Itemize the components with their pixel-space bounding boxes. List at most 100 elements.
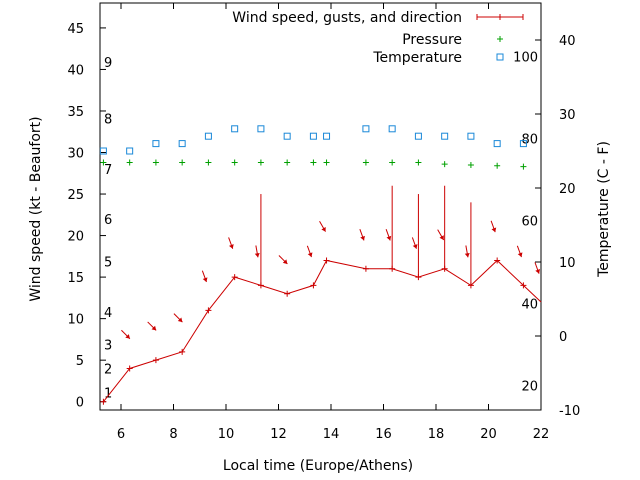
temperature-point bbox=[362, 125, 370, 133]
fahrenheit-label: 20 bbox=[521, 380, 538, 395]
pressure-point bbox=[152, 159, 159, 166]
x-tick-label: 10 bbox=[218, 427, 235, 442]
pressure-point bbox=[179, 159, 186, 166]
wind-direction-arrowhead bbox=[464, 252, 470, 258]
pressure-point bbox=[362, 159, 369, 166]
y-tick-label-right: 10 bbox=[559, 256, 576, 271]
legend-swatch-wind bbox=[476, 14, 524, 20]
wind-direction-arrowhead bbox=[282, 259, 288, 264]
wind-speed-point bbox=[362, 265, 369, 272]
y-tick-label-left: 40 bbox=[67, 63, 84, 78]
legend-label: Wind speed, gusts, and direction bbox=[232, 10, 462, 26]
pressure-point bbox=[205, 159, 212, 166]
fahrenheit-label: 40 bbox=[521, 297, 538, 312]
wind-direction-arrowhead bbox=[412, 244, 418, 249]
y-tick-label-right: 40 bbox=[559, 34, 576, 49]
wind-series bbox=[100, 185, 542, 405]
beaufort-label: 7 bbox=[104, 163, 112, 178]
y-tick-label-right: 20 bbox=[559, 182, 576, 197]
wind-direction-arrowhead bbox=[307, 252, 313, 258]
temperature-point bbox=[493, 140, 501, 148]
fahrenheit-labels: 20 40 60 80 100 bbox=[513, 50, 538, 394]
wind-direction-arrowhead bbox=[517, 252, 523, 258]
pressure-point bbox=[520, 163, 527, 170]
fahrenheit-label: 100 bbox=[513, 50, 538, 65]
pressure-point bbox=[310, 159, 317, 166]
x-tick-label: 18 bbox=[428, 427, 445, 442]
fahrenheit-label: 80 bbox=[521, 132, 538, 147]
wind-speed-point bbox=[179, 348, 186, 355]
beaufort-label: 9 bbox=[104, 56, 112, 71]
wind-speed-point bbox=[494, 257, 501, 264]
y-tick-label-left: 15 bbox=[67, 271, 84, 286]
pressure-point bbox=[415, 159, 422, 166]
y-tick-label-left: 30 bbox=[67, 147, 84, 162]
y-tick-label-left: 5 bbox=[76, 354, 84, 369]
temperature-point bbox=[231, 125, 239, 133]
temperature-point bbox=[126, 147, 134, 155]
wind-direction-arrowhead bbox=[491, 227, 497, 233]
plot-border bbox=[99, 2, 542, 411]
beaufort-label: 5 bbox=[104, 255, 112, 270]
wind-direction-arrowhead bbox=[151, 325, 157, 331]
y-tick-label-left: 10 bbox=[67, 313, 84, 328]
pressure-point bbox=[284, 159, 291, 166]
wind-speed-point bbox=[323, 257, 330, 264]
y-tick-label-left: 35 bbox=[67, 105, 84, 120]
wind-direction-arrowhead bbox=[228, 244, 234, 249]
temperature-point bbox=[257, 125, 265, 133]
y-tick-label-left: 0 bbox=[76, 396, 84, 411]
wind-direction-arrowhead bbox=[360, 235, 365, 241]
temperature-point bbox=[414, 132, 422, 140]
temperature-point bbox=[467, 132, 475, 140]
y-tick-label-right: 30 bbox=[559, 108, 576, 123]
temperature-point bbox=[388, 125, 396, 133]
x-tick-label: 20 bbox=[480, 427, 497, 442]
axes: 6 8 10 12 14 16 18 20 22051015202530354045-10010… bbox=[67, 2, 580, 442]
pressure-point bbox=[323, 159, 330, 166]
legend-swatch-temperature bbox=[496, 53, 504, 61]
temperature-point bbox=[323, 132, 331, 140]
beaufort-label: 6 bbox=[104, 213, 112, 228]
beaufort-label: 3 bbox=[104, 338, 112, 353]
y-tick-label-right: -10 bbox=[559, 404, 580, 419]
wind-speed-point bbox=[205, 307, 212, 314]
pressure-point bbox=[494, 162, 501, 169]
y-tick-label-left: 20 bbox=[67, 230, 84, 245]
wind-speed-point bbox=[152, 357, 159, 364]
wind-direction-arrowhead bbox=[439, 235, 444, 240]
wind-speed-point bbox=[231, 274, 238, 281]
temperature-point bbox=[519, 140, 527, 148]
y-tick-label-left: 25 bbox=[67, 188, 84, 203]
legend-label: Temperature bbox=[372, 50, 462, 66]
legend-label: Pressure bbox=[402, 32, 462, 48]
pressure-point bbox=[467, 161, 474, 168]
x-tick-label: 6 bbox=[117, 427, 125, 442]
wind-direction-arrowhead bbox=[386, 235, 392, 241]
x-tick-label: 16 bbox=[375, 427, 392, 442]
temperature-point bbox=[99, 147, 107, 155]
wind-speed-point bbox=[100, 398, 107, 405]
temperature-point bbox=[283, 132, 291, 140]
temperature-point bbox=[441, 132, 449, 140]
pressure-point bbox=[231, 159, 238, 166]
x-axis-label: Local time (Europe/Athens) bbox=[223, 458, 413, 474]
beaufort-label: 4 bbox=[104, 306, 112, 321]
wind-direction-arrowhead bbox=[125, 334, 130, 339]
legend: Wind speed, gusts, and direction Pressure… bbox=[232, 10, 524, 66]
temperature-point bbox=[178, 140, 186, 148]
x-tick-label: 12 bbox=[270, 427, 287, 442]
beaufort-label: 8 bbox=[104, 112, 112, 127]
y-axis-label-right: Temperature (C - F) bbox=[596, 141, 612, 278]
wind-direction-arrowhead bbox=[177, 317, 183, 323]
legend-swatch-pressure bbox=[497, 36, 503, 42]
wind-speed-point bbox=[310, 282, 317, 289]
fahrenheit-label: 60 bbox=[521, 215, 538, 230]
wind-speed-point bbox=[520, 282, 527, 289]
wind-direction-arrowhead bbox=[535, 269, 541, 274]
pressure-point bbox=[389, 159, 396, 166]
pressure-point bbox=[257, 159, 264, 166]
wind-direction-arrowhead bbox=[321, 226, 326, 232]
pressure-point bbox=[441, 161, 448, 168]
